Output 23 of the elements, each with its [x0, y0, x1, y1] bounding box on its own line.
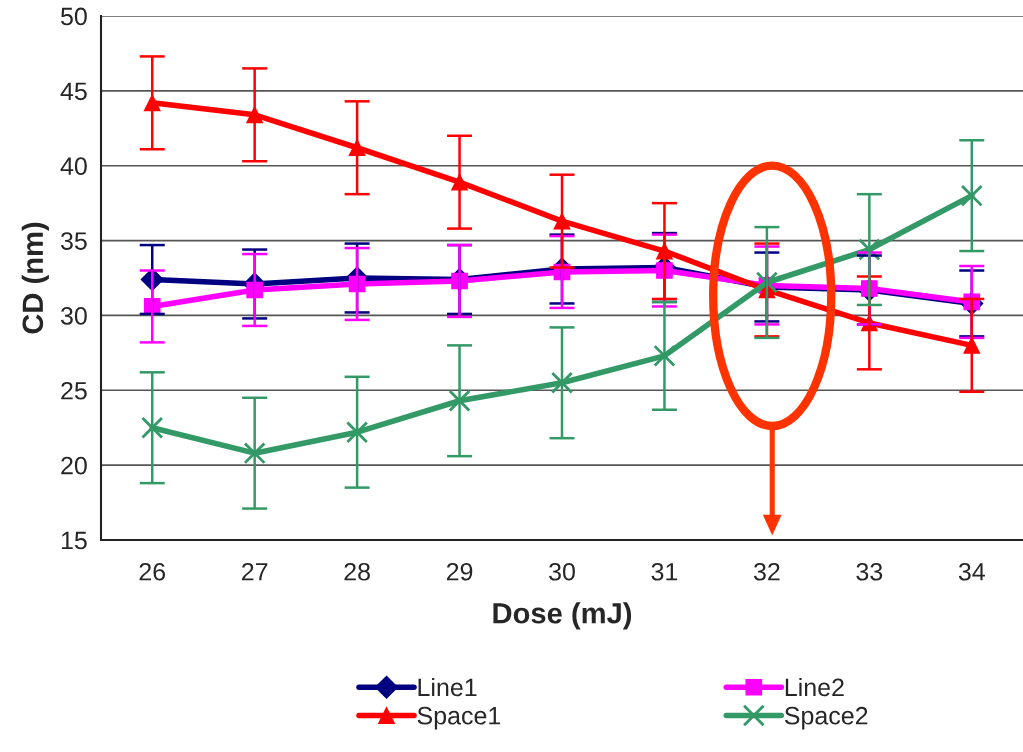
x-tick-label: 31 [651, 562, 678, 581]
x-tick-label: 34 [958, 562, 985, 581]
x-tick-label: 28 [344, 562, 370, 581]
x-tick-label: 26 [139, 562, 166, 581]
y-tick-label: 45 [60, 82, 87, 101]
y-tick-label: 20 [61, 456, 87, 475]
y-tick-label: 30 [60, 307, 87, 325]
y-axis-title: CD (nm) [21, 222, 49, 334]
y-tick-label: 25 [61, 381, 87, 400]
x-tick-label: 27 [242, 562, 268, 581]
y-tick-label: 50 [61, 7, 87, 26]
legend-label: Line2 [785, 677, 844, 697]
x-tick-label: 33 [856, 562, 883, 581]
legend-label: Space2 [784, 706, 868, 730]
x-tick-label: 29 [446, 562, 473, 581]
legend-label: Line1 [418, 677, 477, 697]
y-tick-label: 35 [60, 232, 87, 250]
y-tick-label: 15 [61, 531, 87, 550]
x-tick-label: 32 [753, 562, 780, 581]
x-tick-label: 30 [549, 562, 575, 581]
legend-label: Space1 [417, 706, 501, 730]
x-axis-title: Dose (mJ) [493, 602, 632, 630]
y-tick-label: 40 [60, 157, 87, 176]
